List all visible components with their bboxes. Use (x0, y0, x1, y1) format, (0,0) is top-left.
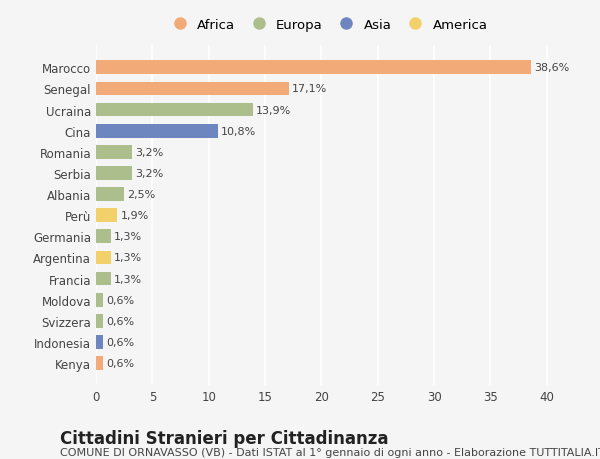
Bar (96, 167, 132, 180)
Bar (96, 251, 110, 265)
Bar (96, 146, 132, 159)
Bar (96, 209, 118, 223)
Text: COMUNE DI ORNAVASSO (VB) - Dati ISTAT al 1° gennaio di ogni anno - Elaborazione : COMUNE DI ORNAVASSO (VB) - Dati ISTAT al… (60, 448, 600, 458)
Legend: Africa, Europa, Asia, America: Africa, Europa, Asia, America (167, 18, 487, 32)
Text: 0,6%: 0,6% (106, 316, 134, 326)
Text: 13,9%: 13,9% (256, 106, 291, 115)
Text: 38,6%: 38,6% (535, 63, 569, 73)
Text: 2,5%: 2,5% (128, 190, 156, 200)
Bar (96, 124, 218, 138)
Bar (96, 336, 103, 349)
Text: 1,3%: 1,3% (114, 253, 142, 263)
Bar (96, 230, 110, 244)
Text: 0,6%: 0,6% (106, 337, 134, 347)
Bar (96, 272, 110, 286)
Text: 1,3%: 1,3% (114, 232, 142, 242)
Bar (96, 188, 124, 202)
Bar (96, 103, 253, 117)
Bar (96, 293, 103, 307)
Text: 3,2%: 3,2% (136, 168, 164, 179)
Text: 17,1%: 17,1% (292, 84, 328, 94)
Bar (96, 83, 289, 96)
Text: 0,6%: 0,6% (106, 358, 134, 368)
Text: Cittadini Stranieri per Cittadinanza: Cittadini Stranieri per Cittadinanza (60, 429, 389, 447)
Bar (96, 314, 103, 328)
Bar (96, 62, 531, 75)
Text: 3,2%: 3,2% (136, 147, 164, 157)
Text: 0,6%: 0,6% (106, 295, 134, 305)
Bar (96, 357, 103, 370)
Text: 1,9%: 1,9% (121, 211, 149, 221)
Text: 1,3%: 1,3% (114, 274, 142, 284)
Text: 10,8%: 10,8% (221, 126, 256, 136)
